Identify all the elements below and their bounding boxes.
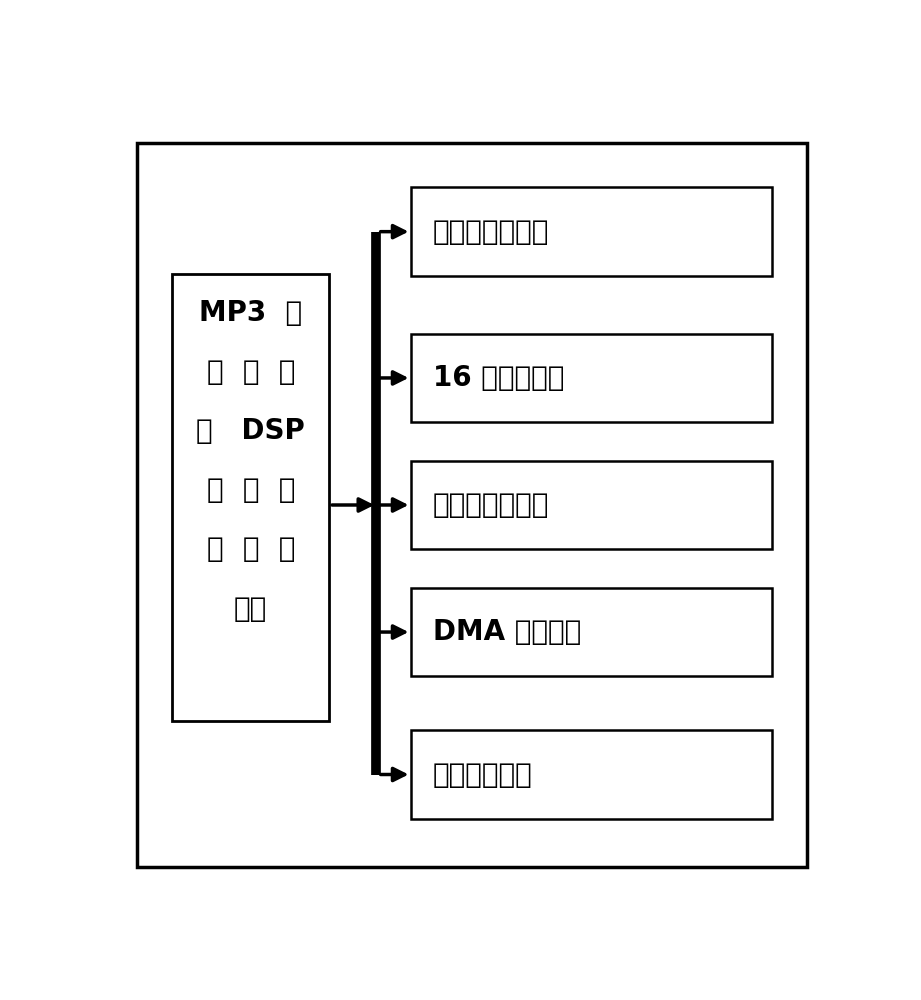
Text: 方法: 方法 [234,595,267,623]
Bar [412,334,772,422]
Text: 16 位空间混用: 16 位空间混用 [433,364,565,392]
Bar [412,461,772,549]
Text: MP3  音: MP3 音 [199,299,302,327]
Bar [412,187,772,276]
Bar [412,588,772,676]
Text: 浮点转定点解码: 浮点转定点解码 [433,218,549,246]
Text: 间  优  化: 间 优 化 [206,535,295,563]
Text: 频  解  码: 频 解 码 [206,358,295,386]
Text: DMA 机制存储: DMA 机制存储 [433,618,581,646]
Bar [172,274,330,721]
Text: 内  存  空: 内 存 空 [206,476,295,504]
Text: 减小动态占用: 减小动态占用 [433,760,532,788]
Bar [412,730,772,819]
Text: 的   DSP: 的 DSP [196,417,305,445]
Text: 缩减未使用表値: 缩减未使用表値 [433,491,549,519]
